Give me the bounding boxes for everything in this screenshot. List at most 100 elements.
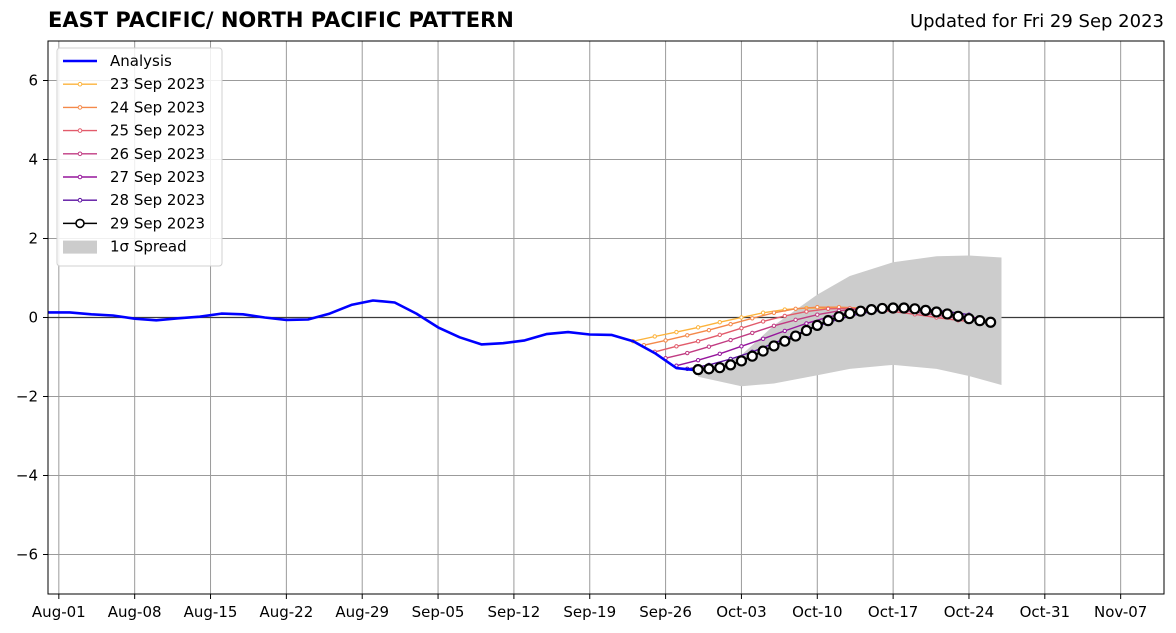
forecast-point: [804, 321, 809, 326]
forecast-point: [695, 339, 701, 344]
forecast-point-latest: [876, 302, 888, 315]
legend-label: 27 Sep 2023: [110, 168, 205, 186]
forecast-point-latest: [714, 362, 726, 374]
spread-band: [698, 255, 1002, 387]
x-tick-label: Oct-17: [868, 603, 918, 621]
forecast-point-latest: [692, 364, 704, 376]
x-tick-label: Aug-15: [184, 603, 238, 621]
forecast-point-latest: [898, 302, 910, 314]
legend-label: Analysis: [110, 52, 172, 70]
forecast-point-latest: [887, 302, 899, 314]
forecast-point: [695, 357, 701, 363]
forecast-point: [760, 310, 766, 315]
forecast-point: [793, 317, 798, 323]
forecast-point-latest: [941, 308, 953, 320]
legend-item: 27 Sep 2023: [63, 168, 205, 186]
forecast-point: [674, 329, 679, 335]
legend-item: 23 Sep 2023: [63, 75, 205, 93]
legend-box: [56, 47, 223, 267]
forecast-point: [685, 350, 690, 356]
forecast-point: [717, 351, 722, 357]
x-tick-label: Oct-24: [944, 603, 994, 621]
legend-label: 24 Sep 2023: [110, 98, 205, 116]
chart-subtitle: Updated for Fri 29 Sep 2023: [909, 11, 1164, 32]
forecast-point: [652, 334, 657, 339]
legend-swatch: [63, 240, 97, 254]
legend-label: 28 Sep 2023: [110, 191, 205, 209]
forecast-point-latest: [952, 310, 964, 322]
y-tick-label: 4: [28, 151, 38, 169]
forecast-point-latest: [985, 316, 997, 328]
y-tick-label: 0: [28, 309, 38, 327]
forecast-point: [793, 306, 798, 312]
forecast-point-latest: [735, 355, 748, 367]
legend-marker: [77, 128, 83, 133]
forecast-point: [685, 333, 690, 338]
legend-marker: [75, 218, 85, 229]
forecast-point: [674, 344, 679, 349]
legend-label: 23 Sep 2023: [110, 75, 205, 93]
x-tick-label: Aug-29: [335, 603, 389, 621]
forecast-point: [750, 330, 755, 336]
forecast-point: [717, 320, 722, 325]
forecast-point-latest: [746, 350, 758, 362]
legend-item: 25 Sep 2023: [63, 122, 205, 140]
forecast-point-latest: [930, 306, 943, 318]
forecast-point: [815, 312, 820, 317]
chart-title: EAST PACIFIC/ NORTH PACIFIC PATTERN: [48, 8, 514, 32]
forecast-point: [771, 323, 777, 328]
axis-ticks: Aug-01 Aug-08 Aug-15 Aug-22 Aug-29 Sep-05 Sep-…: [16, 72, 1147, 622]
forecast-point: [717, 332, 722, 338]
forecast-point-latest: [822, 315, 834, 327]
forecast-point: [760, 319, 766, 324]
forecast-point: [739, 344, 744, 349]
forecast-point-latest: [865, 304, 878, 316]
forecast-point: [728, 322, 733, 327]
forecast-point-latest: [757, 345, 769, 357]
plot-area: [48, 255, 1164, 387]
legend-marker: [77, 174, 83, 180]
y-tick-label: −4: [16, 467, 38, 485]
forecast-point-latest: [703, 363, 715, 375]
forecast-point-latest: [855, 305, 867, 317]
forecast-point: [750, 316, 755, 321]
forecast-point-latest: [833, 311, 845, 323]
legend-label: 26 Sep 2023: [110, 145, 205, 163]
forecast-point: [771, 310, 777, 315]
forecast-point: [695, 325, 701, 330]
x-tick-label: Aug-08: [108, 603, 162, 621]
forecast-point-latest: [963, 313, 975, 325]
forecast-point-latest: [725, 359, 737, 371]
legend: Analysis 23 Sep 2023 24 Sep 2023 25 Sep 202…: [56, 47, 223, 267]
legend-item: Analysis: [63, 52, 172, 70]
x-tick-label: Sep-12: [488, 603, 541, 621]
x-tick-label: Oct-03: [716, 603, 766, 621]
x-tick-label: Aug-01: [32, 603, 86, 621]
legend-item: 28 Sep 2023: [63, 191, 205, 209]
x-tick-label: Nov-07: [1094, 603, 1147, 621]
forecast-point-latest: [779, 335, 791, 347]
legend-marker: [77, 81, 83, 87]
forecast-point: [728, 337, 733, 343]
forecast-point: [739, 325, 744, 331]
forecast-point: [815, 305, 820, 310]
forecast-point: [782, 328, 787, 334]
x-tick-label: Oct-10: [792, 603, 842, 621]
forecast-point: [782, 313, 787, 319]
forecast-point-latest: [811, 319, 823, 331]
analysis-line: [48, 299, 699, 372]
x-tick-label: Aug-22: [259, 603, 313, 621]
legend-label: 25 Sep 2023: [110, 122, 205, 140]
forecast-point: [706, 327, 712, 333]
forecast-point-latest: [920, 304, 932, 316]
legend-item: 26 Sep 2023: [63, 145, 205, 163]
forecast-point-latest: [768, 340, 780, 352]
y-tick-label: −6: [16, 546, 38, 564]
forecast-point: [663, 338, 668, 343]
legend-label: 1σ Spread: [110, 238, 187, 256]
forecast-point: [706, 344, 712, 349]
y-tick-label: −2: [16, 388, 38, 406]
legend-item: 1σ Spread: [63, 238, 187, 256]
forecast-point: [739, 315, 744, 320]
